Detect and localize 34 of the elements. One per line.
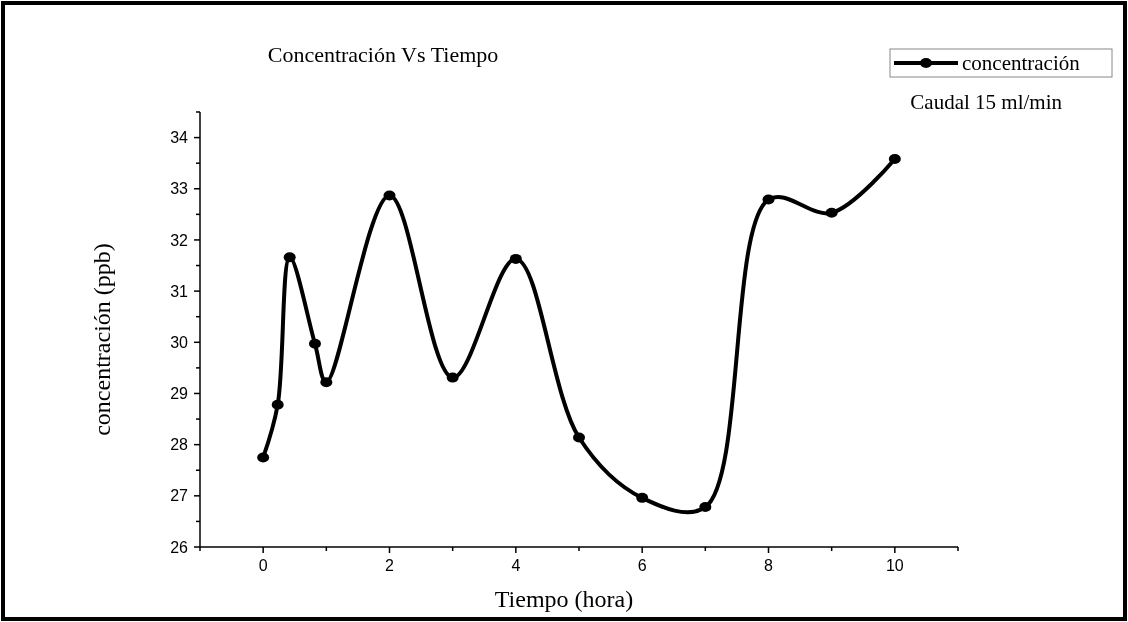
point — [636, 492, 649, 503]
point — [573, 432, 585, 443]
y-axis-title: concentración (ppb) — [89, 243, 115, 436]
point — [825, 207, 838, 218]
y-tick-label: 30 — [170, 333, 189, 351]
x-tick-label: 8 — [764, 557, 774, 574]
x-tick-label: 4 — [511, 557, 521, 574]
x-axis-title: Tiempo (hora) — [494, 586, 634, 612]
y-tick-label: 34 — [170, 129, 189, 147]
point — [383, 190, 396, 201]
y-tick-label: 32 — [170, 231, 189, 249]
x-tick-label: 0 — [258, 557, 268, 574]
point — [762, 194, 775, 205]
y-tick-label: 28 — [170, 436, 189, 454]
x-tick-label: 2 — [385, 557, 395, 574]
point — [509, 253, 522, 264]
legend-label: concentración — [962, 51, 1081, 76]
x-tick-label: 10 — [885, 557, 904, 574]
point — [308, 338, 321, 349]
point — [320, 377, 333, 388]
point — [699, 502, 712, 513]
point — [283, 252, 296, 263]
point — [257, 452, 270, 463]
chart-title: Concentración Vs Tiempo — [267, 42, 499, 67]
annotation: Caudal 15 ml/min — [910, 90, 1063, 114]
y-tick-label: 31 — [170, 282, 189, 300]
point — [446, 372, 459, 383]
y-tick-label: 26 — [170, 538, 189, 556]
point — [888, 154, 901, 165]
y-tick-label: 33 — [170, 180, 189, 198]
y-tick-label: 27 — [170, 487, 189, 505]
x-tick-label: 6 — [637, 557, 647, 574]
y-tick-label: 29 — [170, 385, 189, 403]
point — [271, 399, 284, 410]
